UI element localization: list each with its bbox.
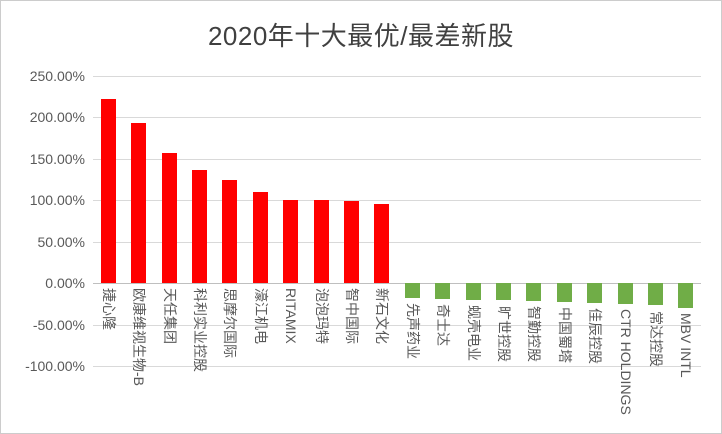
bar [313, 200, 329, 284]
y-axis-tick-label: -100.00% [25, 358, 85, 374]
category-label: 中国蜀塔 [556, 307, 573, 364]
y-axis-tick-label: 50.00% [37, 233, 85, 250]
category-label: 蚬壳电业 [465, 304, 482, 361]
category-label: RITAMIX [283, 288, 300, 344]
gridline [93, 366, 701, 367]
gridline [93, 117, 701, 119]
y-axis-tick-label: 0.00% [45, 275, 85, 292]
bar [526, 283, 542, 302]
bar [495, 283, 511, 301]
bar [161, 153, 177, 284]
bar [283, 199, 299, 284]
bar [100, 99, 116, 284]
gridline [93, 324, 701, 326]
category-label: 濠江机电 [252, 288, 269, 345]
bar [435, 283, 451, 299]
bar [556, 283, 572, 303]
bar [222, 179, 238, 284]
bar [404, 283, 420, 298]
bar [191, 169, 207, 284]
bar [647, 283, 663, 306]
category-label: MBV INTL [678, 313, 695, 378]
gridline [93, 200, 701, 202]
bar [587, 283, 603, 303]
category-label: 智中国际 [343, 288, 360, 345]
y-axis-tick-label: 100.00% [29, 192, 85, 209]
category-label: 捷心隆 [100, 288, 117, 331]
category-label: 旷世控股 [495, 305, 512, 362]
gridline [93, 158, 701, 160]
category-label: 天任集团 [161, 288, 178, 345]
y-axis-tick-label: 250.00% [29, 68, 85, 84]
category-label: 新石文化 [374, 288, 391, 345]
bar [678, 283, 694, 308]
y-axis-tick-label: -50.00% [32, 316, 85, 333]
bar [617, 283, 633, 304]
category-label: 奇士达 [435, 303, 452, 346]
category-label: 泡泡玛特 [313, 288, 330, 345]
gridline [93, 241, 701, 243]
category-label: 智勤控股 [526, 306, 543, 363]
category-label: 常达控股 [647, 310, 664, 367]
gridline [93, 76, 701, 77]
y-axis-tick-label: 200.00% [29, 109, 85, 126]
bar [374, 204, 390, 284]
bar [252, 192, 268, 284]
category-label: 欧康维视生物-B [131, 288, 148, 387]
category-label: 科利实业控股 [191, 288, 208, 373]
category-label: 先声药业 [404, 303, 421, 360]
x-axis-line [93, 283, 701, 285]
bar [131, 123, 147, 284]
category-label: 佳辰控股 [587, 308, 604, 364]
bar [343, 201, 359, 284]
category-label: 思摩尔国际 [222, 288, 239, 359]
bar [465, 283, 481, 300]
category-label: CTR HOLDINGS [617, 308, 634, 415]
y-axis-tick-label: 150.00% [29, 150, 85, 167]
chart-title: 2020年十大最优/最差新股 [207, 21, 515, 51]
